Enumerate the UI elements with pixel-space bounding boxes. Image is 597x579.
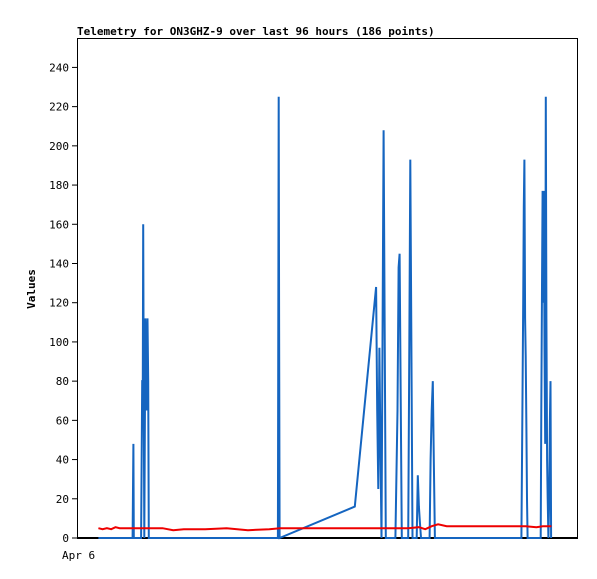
plot-area — [77, 38, 578, 539]
y-tick-label: 80 — [56, 375, 69, 388]
y-tick-label: 180 — [49, 179, 69, 192]
y-tick-label: 100 — [49, 336, 69, 349]
y-tick-label: 20 — [56, 493, 69, 506]
x-tick-label: Apr 6 — [62, 549, 95, 562]
y-tick-label: 220 — [49, 101, 69, 114]
y-axis: 0 20 40 60 80 100 120 140 160 180 200 220 240 — [49, 61, 77, 545]
x-axis: Apr 6 — [62, 537, 577, 562]
y-tick-label: 120 — [49, 297, 69, 310]
series-layer — [98, 96, 553, 540]
y-tick-label: 40 — [56, 454, 69, 467]
series-line-2 — [98, 523, 552, 532]
y-tick-label: 140 — [49, 257, 69, 270]
chart-title: Telemetry for ON3GHZ-9 over last 96 hour… — [77, 25, 435, 38]
y-tick-label: 0 — [62, 532, 69, 545]
y-tick-label: 60 — [56, 414, 69, 427]
y-axis-label: Values — [25, 269, 38, 309]
y-tick-label: 200 — [49, 140, 69, 153]
y-tick-label: 240 — [49, 61, 69, 74]
y-tick-label: 160 — [49, 218, 69, 231]
series-line-1 — [98, 96, 553, 540]
